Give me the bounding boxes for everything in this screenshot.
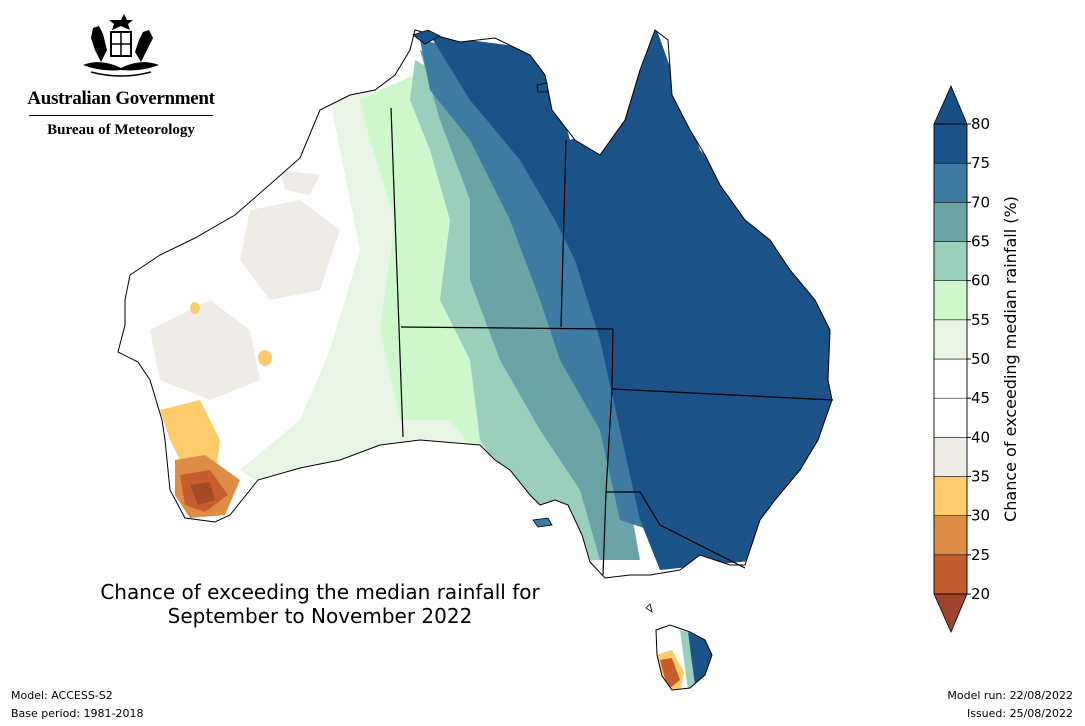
model-run-date: Model run: 22/08/2022 <box>947 689 1073 702</box>
government-logo: Australian Government Bureau of Meteorol… <box>26 10 216 139</box>
colorbar-tick-label: 60 <box>971 272 990 290</box>
tasmania <box>645 603 713 691</box>
colorbar-tick-label: 30 <box>971 507 990 525</box>
colorbar-bin-65-70 <box>933 202 968 242</box>
colorbar-bin-25-30 <box>933 515 968 556</box>
colorbar-bin-60-65 <box>933 241 968 281</box>
colorbar-tick-label: 20 <box>971 585 990 603</box>
colorbar-tick-label: 25 <box>971 546 990 564</box>
colorbar-bin-55-60 <box>933 280 968 321</box>
colorbar-bin-30-35 <box>933 476 968 516</box>
colorbar-legend: 20 25 30 35 40 45 50 55 60 65 70 75 80 Chance of exc… <box>933 84 1020 634</box>
colorbar-tick-label: 35 <box>971 468 990 486</box>
colorbar-tick-label: 50 <box>971 350 990 368</box>
map-title-line1: Chance of exceeding the median rainfall … <box>100 580 540 604</box>
base-period: Base period: 1981-2018 <box>11 707 144 720</box>
state-borders <box>390 107 834 576</box>
coat-of-arms-icon <box>83 14 159 77</box>
colorbar-tick-label: 45 <box>971 389 990 407</box>
colorbar-bin-70-75 <box>933 162 968 203</box>
model-name: Model: ACCESS-S2 <box>11 689 113 702</box>
logo-divider <box>29 115 213 116</box>
colorbar-tick-label: 80 <box>971 115 990 133</box>
map-title-line2: September to November 2022 <box>167 604 473 628</box>
colorbar-tick-label: 70 <box>971 193 990 211</box>
colorbar-tick-label: 55 <box>971 311 990 329</box>
colorbar-bin-20-25 <box>933 554 968 595</box>
colorbar-extend-low <box>933 593 968 634</box>
colorbar-bin-40-45 <box>933 397 968 438</box>
colorbar-title: Chance of exceeding median rainfall (%) <box>1001 196 1020 522</box>
colorbar-bin-35-40 <box>933 437 968 477</box>
map-title: Chance of exceeding the median rainfall … <box>80 580 560 628</box>
colorbar-bin-75-80 <box>933 123 968 164</box>
colorbar-tick-label: 65 <box>971 233 990 251</box>
colorbar-bin-50-55 <box>933 319 968 360</box>
colorbar-tick-label: 75 <box>971 154 990 172</box>
colorbar-tick-label: 40 <box>971 428 990 446</box>
issued-date: Issued: 25/08/2022 <box>966 707 1073 720</box>
colorbar-extend-high <box>933 84 968 125</box>
footer-right: Model run: 22/08/2022 Issued: 25/08/2022 <box>947 687 1073 723</box>
government-name: Australian Government <box>27 88 215 109</box>
colorbar-bin-45-50 <box>933 358 968 399</box>
footer-left: Model: ACCESS-S2 Base period: 1981-2018 <box>11 687 143 723</box>
bureau-name: Bureau of Meteorology <box>47 122 195 138</box>
